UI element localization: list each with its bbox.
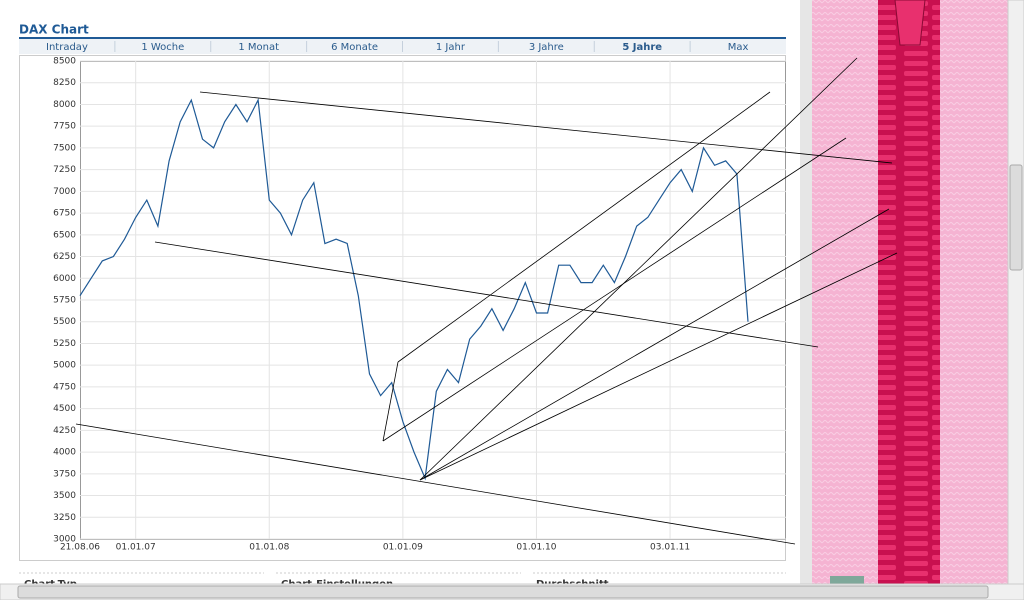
y-tick-label: 3250 [53, 513, 76, 523]
divider [800, 0, 812, 584]
y-tick-label: 3750 [53, 469, 76, 479]
y-tick-label: 6000 [53, 274, 76, 284]
y-tick-label: 5250 [53, 339, 76, 349]
y-tick-label: 3000 [53, 535, 76, 545]
trend-line [419, 252, 898, 481]
zipper-pull [894, 0, 926, 46]
y-tick-label: 4500 [53, 404, 76, 414]
trend-line [397, 91, 771, 363]
y-tick-label: 8250 [53, 78, 76, 88]
y-tick-label: 3500 [53, 491, 76, 501]
tab[interactable]: 5 Jahre [622, 42, 662, 53]
trend-line [75, 423, 796, 545]
tab[interactable]: 1 Jahr [436, 42, 466, 53]
page-title: DAX Chart [19, 23, 89, 37]
x-tick-label: 01.01.10 [516, 543, 556, 553]
y-tick-label: 6750 [53, 209, 76, 219]
y-tick-label: 6500 [53, 230, 76, 240]
tab[interactable]: Intraday [46, 42, 88, 53]
tab[interactable]: Max [728, 42, 749, 53]
trend-line [382, 361, 399, 442]
trend-line [419, 57, 858, 481]
tab[interactable]: 3 Jahre [529, 42, 564, 53]
vertical-scrollbar[interactable] [1007, 0, 1024, 585]
y-tick-label: 5500 [53, 317, 76, 327]
y-tick-label: 4000 [53, 448, 76, 458]
y-tick-label: 6250 [53, 252, 76, 262]
y-tick-label: 7500 [53, 143, 76, 153]
tab[interactable]: 6 Monate [331, 42, 378, 53]
decor [830, 576, 864, 584]
tab[interactable]: 1 Monat [238, 42, 279, 53]
scroll-thumb[interactable] [17, 585, 989, 599]
y-tick-label: 8000 [53, 100, 76, 110]
y-tick-label: 7750 [53, 122, 76, 132]
x-tick-label: 01.01.07 [116, 543, 156, 553]
scroll-thumb[interactable] [1009, 164, 1023, 271]
y-tick-label: 8500 [53, 57, 76, 67]
trend-line [154, 241, 819, 348]
trend-lines [75, 57, 898, 545]
x-tick-label: 01.01.09 [383, 543, 423, 553]
x-tick-label: 03.01.11 [650, 543, 690, 553]
y-tick-label: 7250 [53, 165, 76, 175]
trend-line [382, 137, 847, 442]
x-tick-label: 01.01.08 [249, 543, 289, 553]
zipper [878, 0, 940, 584]
y-tick-label: 7000 [53, 187, 76, 197]
y-tick-label: 4750 [53, 382, 76, 392]
price-line [79, 98, 749, 481]
y-tick-label: 5000 [53, 361, 76, 371]
y-tick-label: 5750 [53, 296, 76, 306]
trend-line [419, 208, 890, 481]
tab[interactable]: 1 Woche [141, 42, 184, 53]
y-tick-label: 4250 [53, 426, 76, 436]
x-tick-label: 21.08.06 [60, 543, 100, 553]
trend-line [199, 91, 893, 164]
